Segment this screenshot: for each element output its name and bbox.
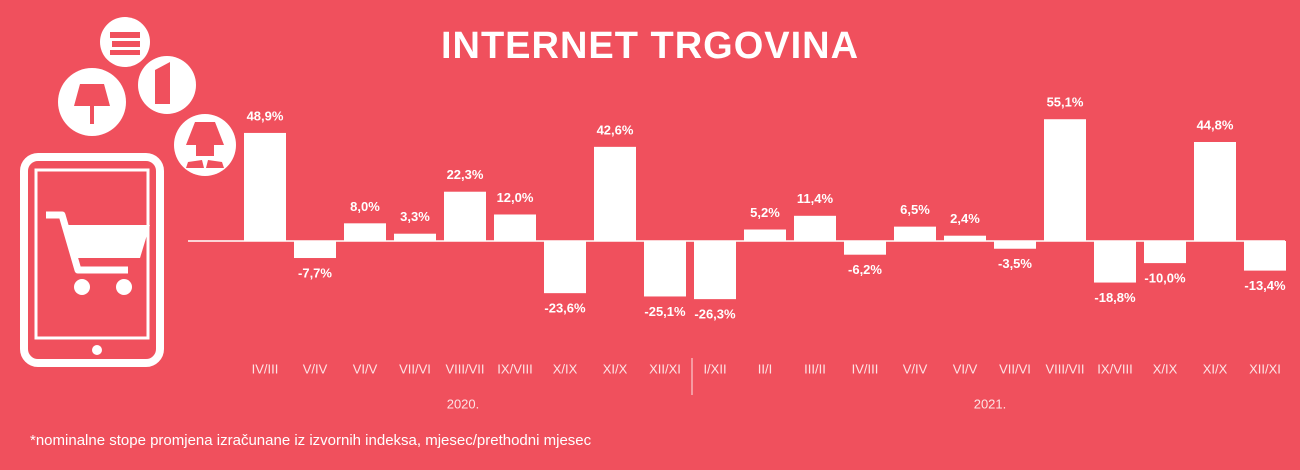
bar xyxy=(1044,119,1086,241)
x-tick-label: IX/VIII xyxy=(497,361,532,376)
bar xyxy=(894,226,936,241)
x-tick-label: IV/III xyxy=(852,361,879,376)
value-label: -18,8% xyxy=(1094,290,1136,305)
value-label: 6,5% xyxy=(900,202,930,217)
value-label: 11,4% xyxy=(797,191,834,206)
bar xyxy=(644,241,686,297)
x-tick-label: VII/VI xyxy=(999,361,1031,376)
bar xyxy=(494,214,536,241)
x-tick-label: II/I xyxy=(758,361,772,376)
bar xyxy=(1194,141,1236,241)
bar xyxy=(694,241,736,300)
value-label: 12,0% xyxy=(497,190,534,205)
x-tick-label: IV/III xyxy=(252,361,279,376)
x-tick-label: VI/V xyxy=(953,361,978,376)
bar xyxy=(244,132,286,241)
value-label: -10,0% xyxy=(1144,271,1186,286)
bar xyxy=(944,235,986,241)
bar xyxy=(994,241,1036,249)
value-label: 22,3% xyxy=(447,167,484,182)
value-label: 44,8% xyxy=(1197,117,1234,132)
value-label: 5,2% xyxy=(750,205,780,220)
value-label: 2,4% xyxy=(950,211,980,226)
bar xyxy=(1094,241,1136,283)
x-tick-label: X/IX xyxy=(1153,361,1178,376)
bar xyxy=(1244,241,1286,271)
value-label: -25,1% xyxy=(644,304,686,319)
bar xyxy=(294,241,336,259)
x-tick-label: VI/V xyxy=(353,361,378,376)
value-label: 3,3% xyxy=(400,209,430,224)
x-tick-label: XI/X xyxy=(603,361,628,376)
x-tick-label: XI/X xyxy=(1203,361,1228,376)
x-tick-label: V/IV xyxy=(903,361,928,376)
year-label: 2021. xyxy=(974,396,1007,411)
x-tick-label: V/IV xyxy=(303,361,328,376)
value-label: 8,0% xyxy=(350,199,380,214)
value-label: -13,4% xyxy=(1244,278,1286,293)
value-label: -7,7% xyxy=(298,265,332,280)
x-tick-label: VII/VI xyxy=(399,361,431,376)
x-tick-label: IX/VIII xyxy=(1097,361,1132,376)
bar xyxy=(344,223,386,241)
bar xyxy=(744,229,786,241)
x-tick-label: X/IX xyxy=(553,361,578,376)
x-tick-label: VIII/VII xyxy=(445,361,484,376)
x-tick-label: III/II xyxy=(804,361,826,376)
bar xyxy=(594,146,636,241)
value-label: 55,1% xyxy=(1047,95,1084,110)
value-label: -3,5% xyxy=(998,256,1032,271)
value-label: 48,9% xyxy=(247,108,284,123)
bar xyxy=(444,191,486,241)
value-label: -6,2% xyxy=(848,262,882,277)
shopping-illustration xyxy=(20,17,236,367)
bar xyxy=(844,241,886,255)
year-label: 2020. xyxy=(447,396,480,411)
value-label: -23,6% xyxy=(544,301,586,316)
x-tick-label: VIII/VII xyxy=(1045,361,1084,376)
bar xyxy=(544,241,586,294)
bar xyxy=(1144,241,1186,264)
bar xyxy=(794,215,836,241)
bar xyxy=(394,233,436,241)
value-label: -26,3% xyxy=(694,307,736,322)
chart-title: INTERNET TRGOVINA xyxy=(441,25,859,67)
footnote: *nominalne stope promjena izračunane iz … xyxy=(30,432,592,449)
value-label: 42,6% xyxy=(597,122,634,137)
x-tick-label: XII/XI xyxy=(1249,361,1281,376)
x-tick-label: I/XII xyxy=(703,361,726,376)
x-tick-label: XII/XI xyxy=(649,361,681,376)
